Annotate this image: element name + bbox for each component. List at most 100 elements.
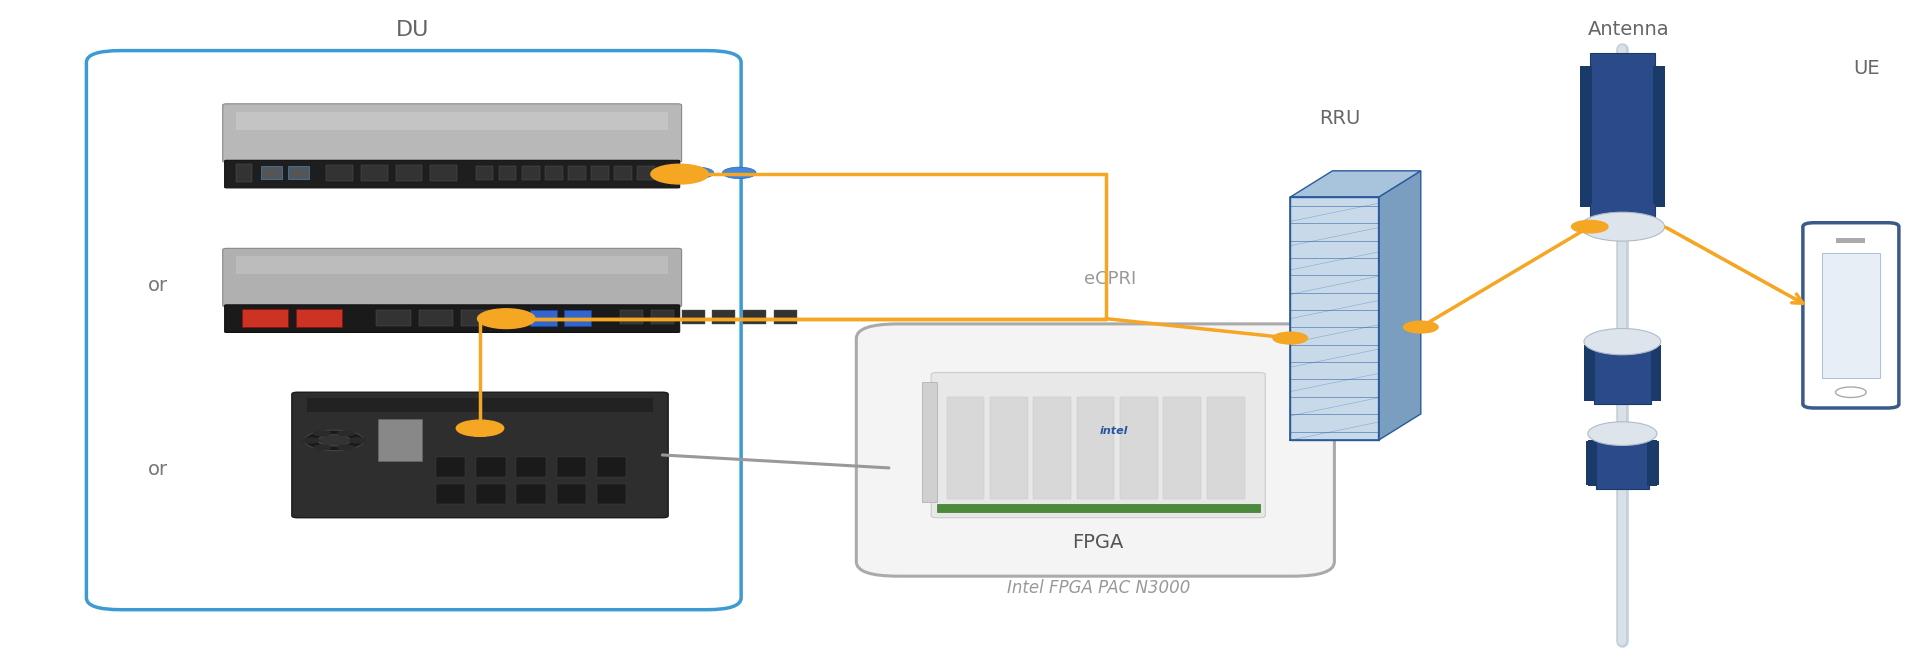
Polygon shape [1290,171,1421,197]
Bar [430,165,457,181]
Bar [376,309,411,326]
Text: or: or [148,461,167,479]
Circle shape [301,438,319,443]
Bar [1164,397,1202,499]
Bar [743,311,766,325]
Bar [1653,66,1665,204]
Bar [922,382,937,502]
Text: intel: intel [1100,426,1129,436]
Bar [1836,238,1866,243]
Bar [597,457,626,477]
Bar [378,419,422,461]
Bar [1588,440,1597,486]
Bar [288,166,309,179]
Bar [682,311,705,325]
Text: RRU: RRU [1319,109,1361,127]
Text: DU: DU [396,20,430,39]
Text: eCPRI: eCPRI [1083,270,1137,288]
Bar [564,309,591,326]
Bar [1580,66,1590,207]
Bar [436,457,465,477]
Circle shape [313,430,332,436]
Circle shape [1588,422,1657,445]
Bar [1584,347,1594,399]
Bar [591,166,609,180]
Bar [326,165,353,181]
Circle shape [680,167,714,179]
Circle shape [722,167,756,179]
FancyBboxPatch shape [931,373,1265,518]
Bar [261,166,282,179]
Bar [1649,441,1659,486]
Bar [1580,66,1592,204]
Text: UE: UE [1853,60,1880,78]
Bar [296,309,342,327]
FancyBboxPatch shape [856,324,1334,576]
Circle shape [313,444,332,451]
FancyBboxPatch shape [1803,223,1899,408]
Circle shape [478,309,536,328]
Bar [774,311,797,325]
Bar [1586,441,1596,486]
Bar [522,166,540,180]
Circle shape [1836,387,1866,397]
Circle shape [1580,212,1665,241]
FancyBboxPatch shape [223,104,682,162]
Bar [557,457,586,477]
Circle shape [303,430,365,451]
Bar [1647,440,1657,486]
FancyBboxPatch shape [223,248,682,307]
Bar [597,484,626,504]
FancyBboxPatch shape [225,305,680,332]
Bar [242,309,288,327]
Bar [947,397,985,499]
Bar [1655,66,1665,207]
Circle shape [336,444,355,451]
Text: FPGA: FPGA [1073,533,1123,551]
Bar [516,484,545,504]
Bar [516,457,545,477]
Circle shape [1404,321,1438,333]
Bar [361,165,388,181]
Polygon shape [1379,171,1421,440]
Circle shape [317,435,351,446]
Bar [1590,53,1655,220]
Bar [1077,397,1114,499]
Bar [637,166,655,180]
Bar [712,311,735,325]
Bar [236,256,668,275]
Circle shape [651,164,708,184]
Bar [1822,253,1880,378]
FancyBboxPatch shape [292,392,668,518]
Bar [614,166,632,180]
Bar [1651,345,1661,401]
Text: or: or [148,277,167,295]
Circle shape [1273,332,1308,344]
Bar [476,484,505,504]
Circle shape [1584,328,1661,355]
Circle shape [349,438,367,443]
Circle shape [457,420,503,436]
Bar [937,504,1260,512]
FancyBboxPatch shape [225,160,680,188]
Bar [419,309,453,326]
Bar [396,165,422,181]
Bar [461,309,495,326]
Bar [1584,345,1594,401]
Bar [476,457,505,477]
Bar [476,166,493,180]
Bar [991,397,1027,499]
Bar [651,311,674,325]
Bar [568,166,586,180]
Bar [1206,397,1244,499]
Bar [1594,342,1651,404]
Bar [530,309,557,326]
Text: Intel FPGA PAC N3000: Intel FPGA PAC N3000 [1006,579,1190,597]
Bar [436,484,465,504]
Text: Antenna: Antenna [1588,20,1668,39]
Circle shape [336,430,355,436]
Bar [1596,437,1649,489]
Bar [1033,397,1071,499]
Bar [236,112,668,130]
Bar [1651,347,1661,399]
